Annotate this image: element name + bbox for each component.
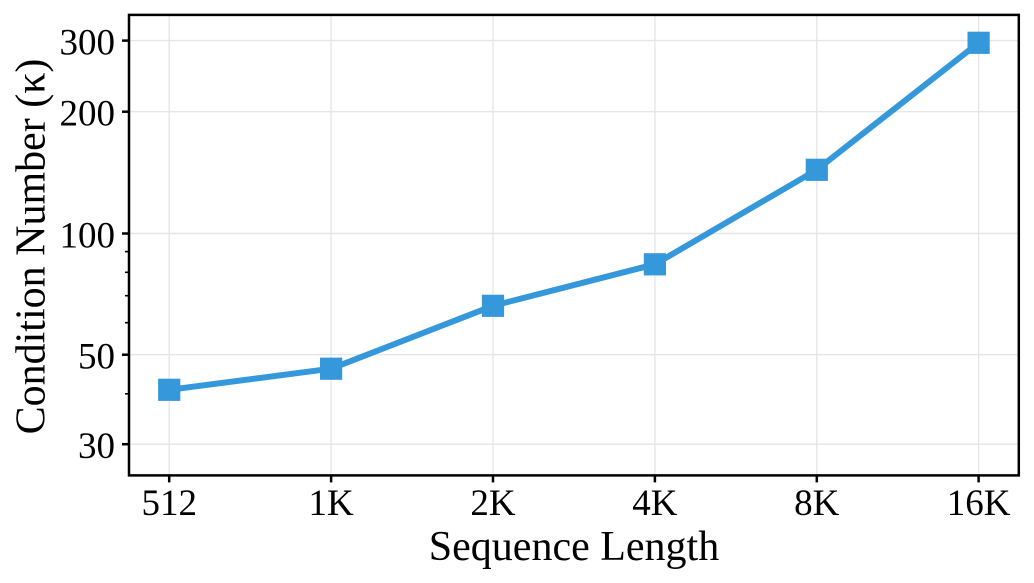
svg-text:30: 30 [78, 426, 115, 467]
svg-text:50: 50 [78, 337, 115, 378]
svg-text:100: 100 [60, 215, 116, 256]
svg-text:Condition Number (κ): Condition Number (κ) [8, 59, 54, 435]
svg-text:16K: 16K [947, 483, 1011, 524]
svg-text:1K: 1K [308, 483, 354, 524]
svg-text:2K: 2K [470, 483, 516, 524]
svg-text:8K: 8K [794, 483, 840, 524]
svg-text:512: 512 [141, 483, 197, 524]
svg-text:4K: 4K [632, 483, 678, 524]
svg-text:Sequence Length: Sequence Length [429, 524, 719, 570]
svg-text:300: 300 [60, 22, 116, 63]
svg-text:200: 200 [60, 94, 116, 135]
